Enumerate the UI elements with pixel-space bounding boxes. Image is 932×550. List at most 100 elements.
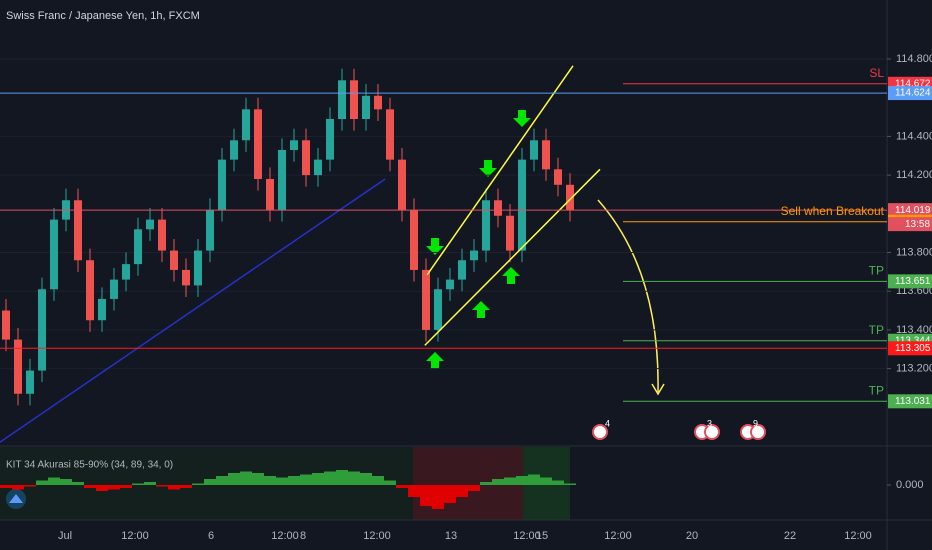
event-icon [704, 424, 720, 440]
indicator-bar [156, 485, 168, 487]
green-arrows [426, 110, 531, 369]
indicator-bar [528, 474, 540, 485]
candle-body [182, 269, 190, 286]
candle-body [314, 159, 322, 176]
x-tick-label: 12:00 [844, 530, 872, 542]
indicator-bar [420, 485, 432, 506]
candle-body [434, 289, 442, 330]
indicator-bar [504, 477, 516, 485]
indicator-bar [96, 485, 108, 491]
candle-body [470, 250, 478, 261]
indicator-bar [396, 485, 408, 488]
candle-body [542, 140, 550, 170]
level-name: TP [869, 264, 884, 278]
indicator-bar [180, 485, 192, 488]
indicator-bar [468, 485, 480, 491]
trendline [426, 65, 574, 276]
candle-body [530, 140, 538, 160]
indicator-bar [564, 483, 576, 485]
indicator-bar [252, 473, 264, 485]
candle-body [14, 339, 22, 394]
event-count: 3 [707, 418, 712, 428]
candle-body [194, 250, 202, 286]
candle-body [458, 260, 466, 280]
indicator-bar [240, 471, 252, 485]
indicator-tick-label: 0.000 [896, 479, 924, 491]
price-tag-label: 113.344 [895, 335, 931, 346]
candle-body [494, 200, 502, 216]
x-tick-label: 8 [300, 530, 306, 542]
candle-body [554, 169, 562, 185]
x-tick-label: 6 [208, 530, 214, 542]
candle-body [266, 178, 274, 210]
price-tag-label: 113.305 [895, 343, 931, 354]
y-tick-label: 114.400 [896, 130, 932, 142]
x-tick-label: 20 [686, 530, 698, 542]
level-name: TP [869, 383, 884, 397]
curved-arrow [597, 199, 659, 393]
candle-body [362, 95, 370, 120]
countdown-tag [888, 217, 932, 232]
indicator-bar [228, 473, 240, 485]
indicator-bar [108, 485, 120, 490]
indicator-bar [444, 485, 456, 503]
indicator-bar [276, 477, 288, 485]
price-tag-label: 113.031 [895, 396, 931, 407]
candle-body [170, 250, 178, 270]
indicator-bar [24, 485, 36, 487]
x-tick-label: 12:00 [271, 530, 299, 542]
indicator-bar [132, 483, 144, 485]
candle-body [110, 279, 118, 299]
indicator-bar [36, 480, 48, 485]
price-tag [888, 86, 932, 101]
indicator-bar [12, 485, 24, 490]
price-tag-label: 113.651 [895, 276, 931, 287]
candle-body [50, 219, 58, 290]
candle-body [242, 109, 250, 141]
candle-body [302, 140, 310, 176]
price-tag [888, 341, 932, 356]
indicator-bar [120, 485, 132, 488]
event-icon [750, 424, 766, 440]
candle-body [422, 269, 430, 330]
candle-body [98, 298, 106, 321]
level-name: SL [869, 66, 884, 80]
level-name: Sell when Breakout [781, 204, 885, 218]
x-tick-label: 12:00 [513, 530, 541, 542]
chart-title: Swiss Franc / Japanese Yen, 1h, FXCM [6, 10, 200, 22]
y-tick-label: 114.800 [896, 53, 932, 65]
candle-body [290, 140, 298, 150]
indicator-bar [552, 480, 564, 485]
indicator-bar [168, 485, 180, 490]
candle-body [86, 260, 94, 321]
candle-body [506, 215, 514, 251]
indicator-bar [372, 476, 384, 485]
indicator-bar [336, 470, 348, 485]
x-tick-label: 15 [536, 530, 548, 542]
indicator-bar [204, 479, 216, 485]
candle-body [230, 140, 238, 160]
trendline [424, 168, 601, 346]
event-count: 9 [753, 418, 758, 428]
indicator-bar [456, 485, 468, 497]
y-tick-label: 113.200 [896, 363, 932, 375]
indicator-bar [0, 485, 12, 488]
candle-body [278, 149, 286, 210]
price-tag [888, 394, 932, 409]
candle-body [338, 80, 346, 120]
x-tick-label: Jul [58, 530, 72, 542]
indicator-bar [300, 474, 312, 485]
indicator-bar [144, 482, 156, 485]
candle-body [158, 219, 166, 251]
candle-body [134, 229, 142, 265]
indicator-bar [492, 479, 504, 485]
indicator-bar [516, 476, 528, 485]
y-tick-label: 113.400 [896, 324, 932, 336]
indicator-bar [84, 485, 96, 488]
price-tag-label: 114.624 [895, 88, 931, 99]
indicator-bar [216, 476, 228, 485]
candle-body [482, 200, 490, 251]
indicator-bar [384, 480, 396, 485]
candle-body [254, 109, 262, 179]
